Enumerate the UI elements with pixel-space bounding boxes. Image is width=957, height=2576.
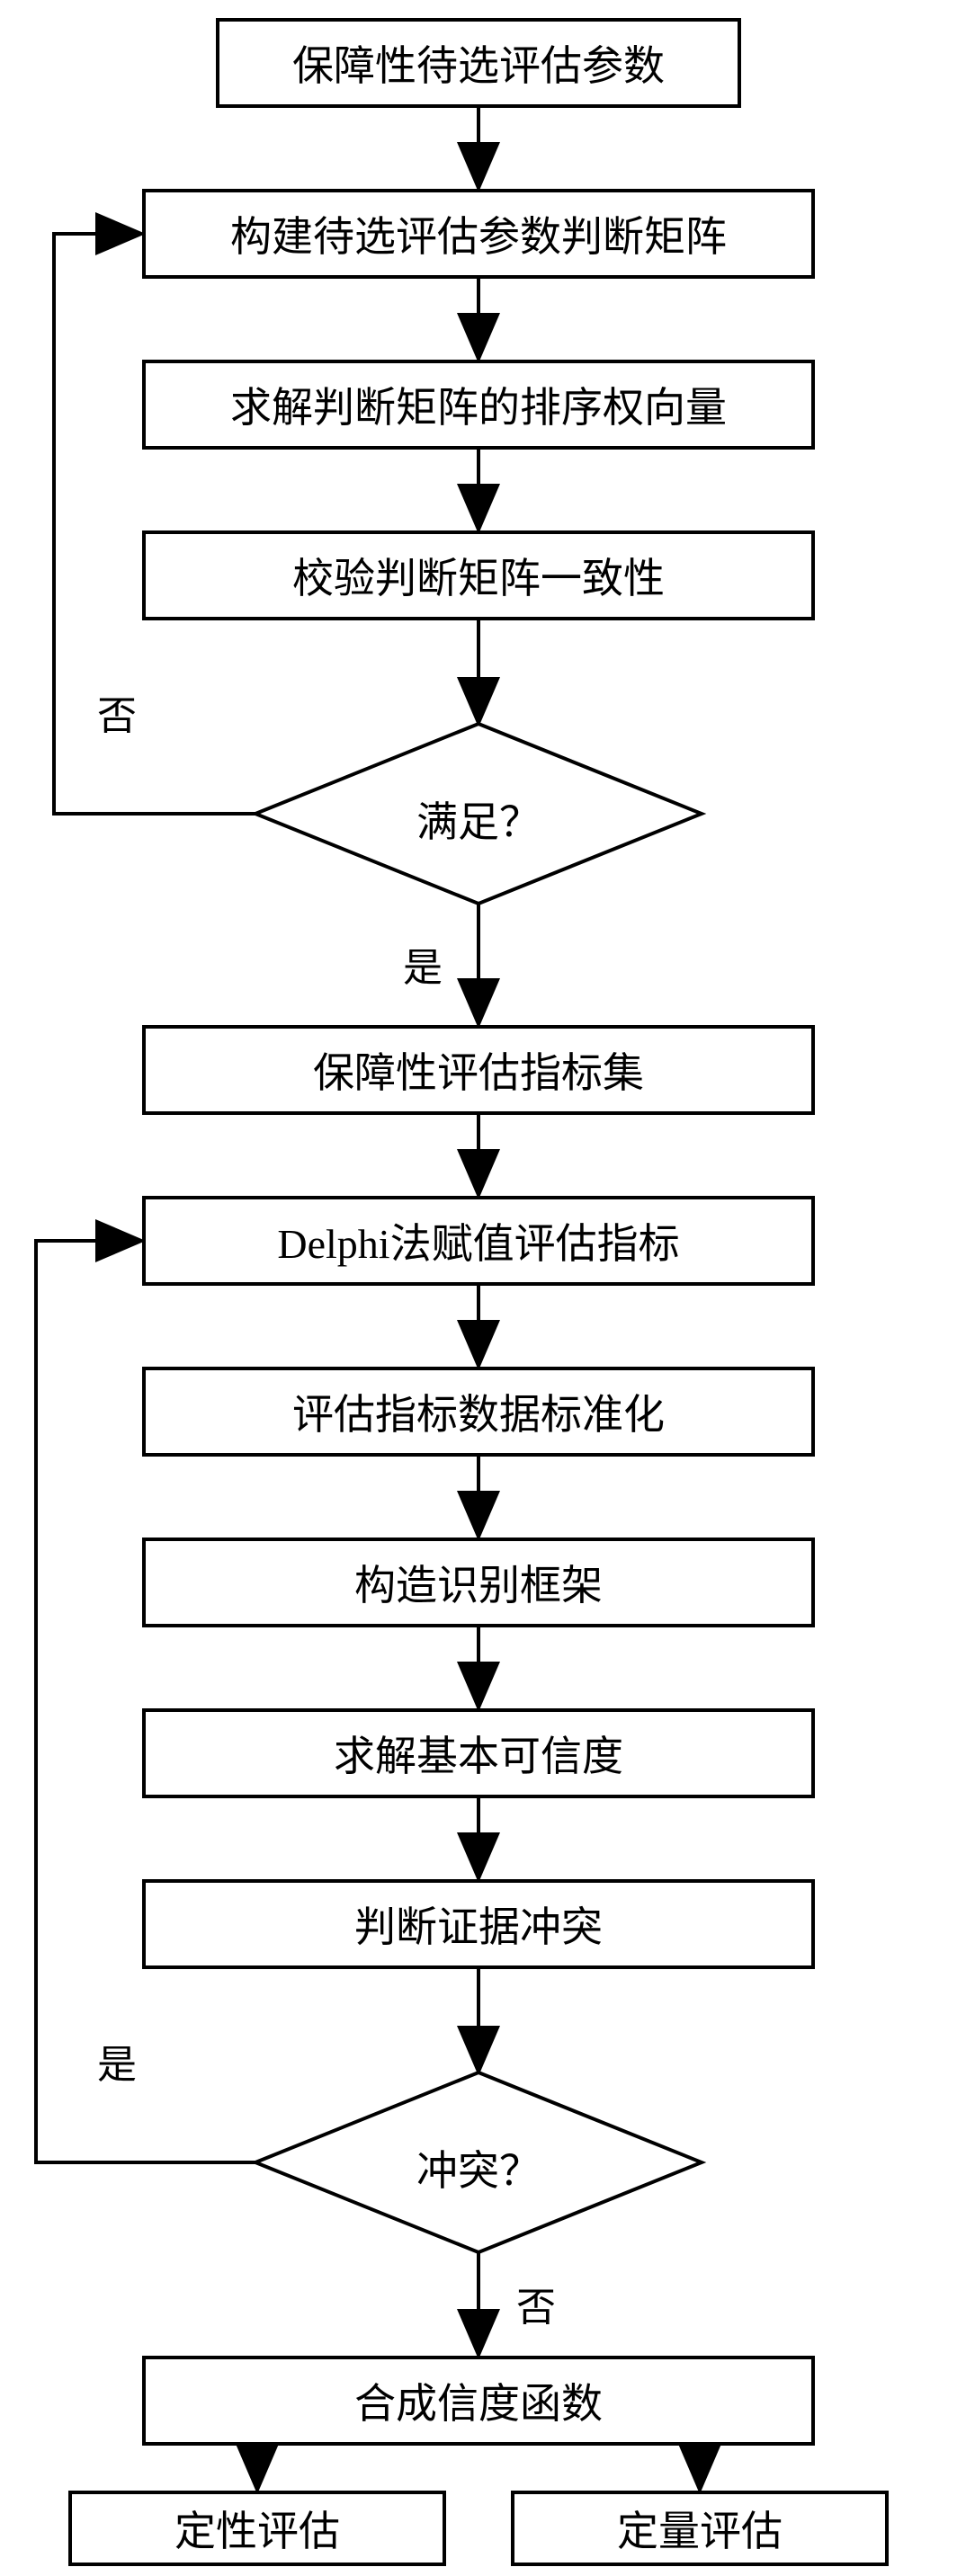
node-n9: 求解基本可信度	[142, 1708, 815, 1798]
label-d1-no: 否	[97, 683, 137, 741]
node-text: 定性评估	[174, 2499, 340, 2558]
node-text: 判断证据冲突	[354, 1894, 603, 1954]
node-text: 求解基本可信度	[334, 1724, 623, 1783]
node-n3: 求解判断矩阵的排序权向量	[142, 360, 815, 450]
node-text: 构建待选评估参数判断矩阵	[230, 204, 727, 263]
node-n1: 保障性待选评估参数	[216, 18, 741, 108]
label-d2-yes: 是	[97, 2032, 137, 2090]
node-text: 评估指标数据标准化	[292, 1382, 665, 1441]
flowchart-canvas: 保障性待选评估参数 构建待选评估参数判断矩阵 求解判断矩阵的排序权向量 校验判断…	[0, 0, 957, 2576]
node-n5: 保障性评估指标集	[142, 1025, 815, 1115]
node-n6: Delphi法赋值评估指标	[142, 1196, 815, 1286]
node-text: 求解判断矩阵的排序权向量	[230, 375, 727, 434]
node-n2: 构建待选评估参数判断矩阵	[142, 189, 815, 279]
node-text: 构造识别框架	[354, 1553, 603, 1612]
node-text: 保障性待选评估参数	[292, 33, 665, 93]
node-n7: 评估指标数据标准化	[142, 1367, 815, 1457]
label-d1-yes: 是	[403, 935, 443, 993]
node-d1-text: 满足？	[389, 789, 568, 849]
node-n10: 判断证据冲突	[142, 1879, 815, 1969]
node-text: 校验判断矩阵一致性	[292, 546, 665, 605]
node-n11: 合成信度函数	[142, 2356, 815, 2446]
node-text: Delphi法赋值评估指标	[277, 1211, 679, 1270]
node-text: 保障性评估指标集	[313, 1040, 644, 1100]
node-n4: 校验判断矩阵一致性	[142, 530, 815, 620]
label-d2-no: 否	[516, 2275, 556, 2332]
node-n13: 定量评估	[511, 2491, 889, 2566]
node-n8: 构造识别框架	[142, 1538, 815, 1627]
node-n12: 定性评估	[68, 2491, 446, 2566]
node-text: 合成信度函数	[354, 2371, 603, 2430]
node-text: 定量评估	[617, 2499, 783, 2558]
node-d2-text: 冲突？	[389, 2138, 568, 2197]
